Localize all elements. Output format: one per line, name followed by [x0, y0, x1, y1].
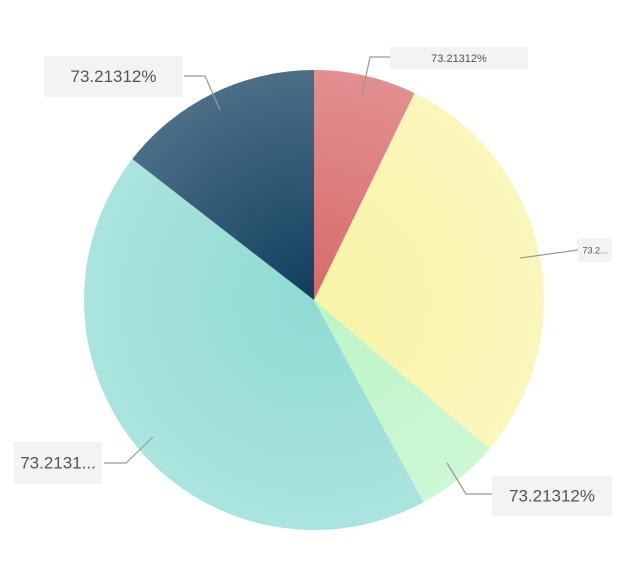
leader-line: [519, 249, 579, 259]
label-box: [14, 442, 102, 484]
slice-label: 73.2...: [582, 245, 607, 255]
label-box: [44, 56, 183, 97]
pie-slice: [83, 159, 424, 530]
leader-line: [446, 462, 492, 495]
slice-label: 73.2131...: [20, 453, 96, 472]
leader-line: [361, 56, 390, 96]
slice-label: 73.21312%: [509, 486, 595, 505]
pie-slice: [314, 70, 415, 300]
slice-label: 73.21312%: [431, 53, 487, 65]
pie-slice: [314, 300, 490, 503]
label-box: [390, 47, 528, 69]
label-box: [578, 238, 612, 262]
label-box: [492, 476, 612, 516]
leader-line: [184, 75, 221, 111]
pie-slice: [132, 70, 314, 300]
pie-slice: [314, 93, 544, 449]
slice-label: 73.21312%: [70, 67, 156, 86]
leader-line: [104, 436, 154, 464]
